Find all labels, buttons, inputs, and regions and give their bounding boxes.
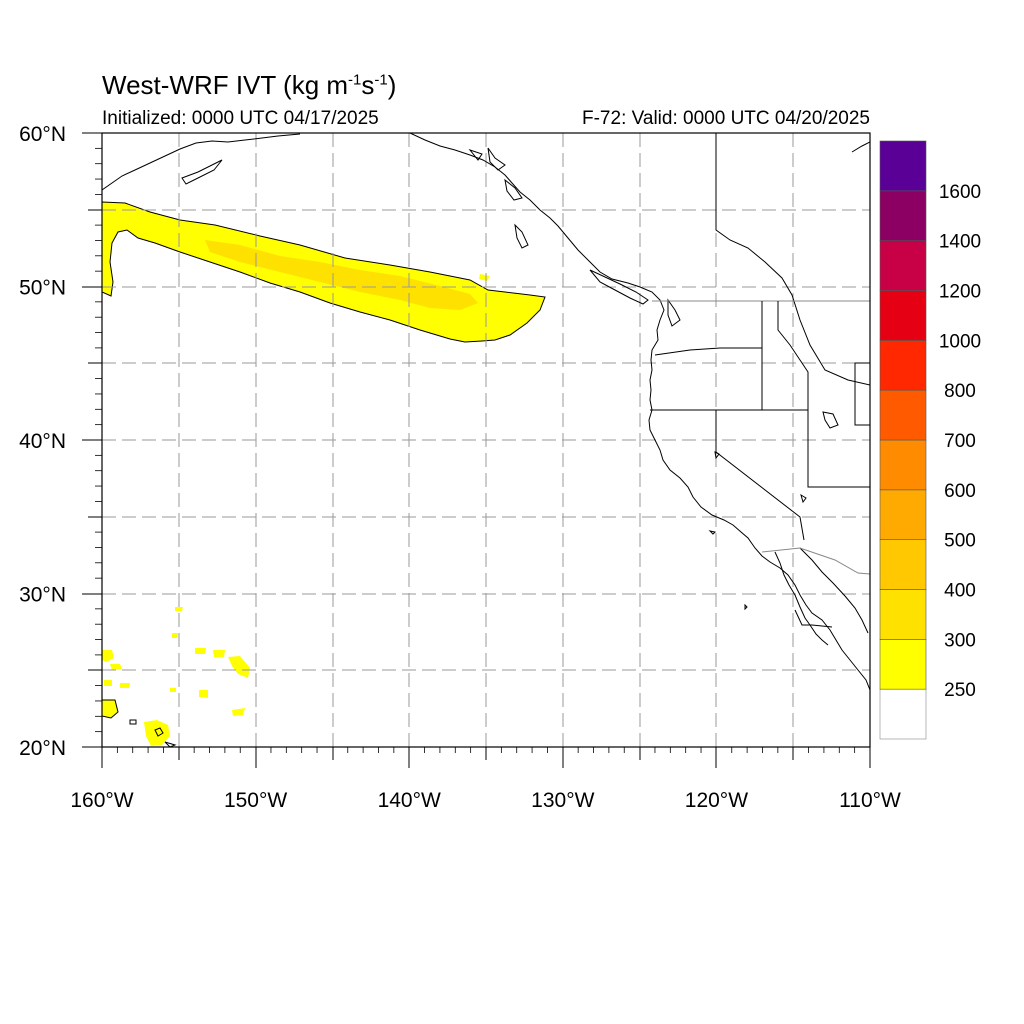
ivt-patch-hawaii-10 xyxy=(195,648,206,654)
ivt-patch-hawaii-7 xyxy=(199,690,208,698)
colorbar-swatch xyxy=(879,589,927,640)
colorbar-label: 1200 xyxy=(939,282,981,303)
longitude-labels: 160°W 150°W 140°W 130°W 120°W 110°W xyxy=(70,789,901,812)
channel-islands xyxy=(708,530,717,535)
southeast-alaska-islands xyxy=(487,147,506,171)
gulf-of-alaska-coast xyxy=(409,133,870,691)
alaska-coast xyxy=(102,133,301,191)
ivt-patch-hawaii-4 xyxy=(110,664,122,670)
baja-peninsula xyxy=(774,551,829,646)
colorbar-swatch xyxy=(879,140,927,192)
ivt-patch-hawaii-12 xyxy=(104,680,112,686)
hawaii-island xyxy=(129,719,137,725)
salton xyxy=(800,493,807,504)
colorbar-swatch xyxy=(879,240,927,291)
colorbar-label: 700 xyxy=(944,431,976,452)
great-salt-lake xyxy=(822,411,839,429)
ivt-patch-hawaii-1 xyxy=(102,699,119,719)
longitude-label: 130°W xyxy=(531,789,594,812)
colorbar-label: 250 xyxy=(944,680,976,701)
colorbar-swatch xyxy=(879,340,927,391)
hawaii-island xyxy=(164,741,177,747)
longitude-label: 150°W xyxy=(224,789,287,812)
ivt-patch-hawaii-13 xyxy=(120,683,130,688)
longitude-label: 120°W xyxy=(685,789,748,812)
major-ticks xyxy=(82,132,871,768)
latitude-label: 20°N xyxy=(19,737,66,760)
nv-ca-border xyxy=(715,410,805,541)
mexico-mainland-coast xyxy=(799,547,869,634)
longitude-label: 140°W xyxy=(378,789,441,812)
latitude-label: 30°N xyxy=(19,584,66,607)
ivt-shading-layer xyxy=(102,201,546,747)
ivt-patch-hawaii-6 xyxy=(232,708,245,716)
wy-box xyxy=(854,410,870,426)
colorbar-swatch xyxy=(879,489,927,540)
hawaii-island xyxy=(154,727,164,737)
latitude-label: 60°N xyxy=(19,123,66,146)
alaska-east-coast xyxy=(715,133,870,386)
ivt-plume-300 xyxy=(205,240,478,310)
ivt-patch-hawaii-11 xyxy=(213,650,225,657)
valid-time-label: F-72: Valid: 0000 UTC 04/20/2025 xyxy=(582,108,870,129)
colorbar-swatch xyxy=(879,290,927,341)
ivt-patch-hawaii-3 xyxy=(102,650,114,662)
puget-sound xyxy=(667,298,681,327)
colorbar-swatch xyxy=(879,389,927,441)
colorbar-swatch xyxy=(879,439,927,491)
colorbar-swatch xyxy=(879,639,927,690)
southeast-alaska-islands xyxy=(504,178,523,201)
initialized-label: Initialized: 0000 UTC 04/17/2025 xyxy=(102,108,379,129)
longitude-label: 160°W xyxy=(70,789,133,812)
ivt-patch-hawaii-9 xyxy=(175,607,183,611)
political-borders xyxy=(650,300,870,628)
gulf-island xyxy=(744,603,748,611)
wa-or-border xyxy=(654,347,762,356)
colorbar-label: 300 xyxy=(944,630,976,651)
haida-gwaii xyxy=(514,223,529,249)
colorbar-label: 1600 xyxy=(939,182,981,203)
ivt-patch-hawaii-14 xyxy=(170,688,176,692)
colorbar-swatch xyxy=(879,539,927,590)
coastlines xyxy=(102,133,870,691)
mx-state-line xyxy=(794,609,833,628)
canada-top-right xyxy=(851,141,870,153)
minor-ticks xyxy=(95,147,856,753)
map-title: West-WRF IVT (kg m-1s-1) xyxy=(102,70,397,100)
colorbar-swatch xyxy=(879,190,927,241)
colorbar-label: 1400 xyxy=(939,232,981,253)
id-border xyxy=(762,409,870,488)
colorbar-label: 500 xyxy=(944,531,976,552)
colorbar-label: 1000 xyxy=(939,331,981,352)
us-mexico-border xyxy=(761,547,870,575)
latitude-label: 40°N xyxy=(19,430,66,453)
graticule xyxy=(102,133,870,747)
vancouver-island xyxy=(589,269,649,305)
ivt-patch-hawaii-5 xyxy=(228,656,250,678)
southeast-alaska-islands xyxy=(468,148,483,161)
ivt-patch-hawaii-8 xyxy=(172,633,178,638)
or-ca-border xyxy=(650,301,763,411)
kodiak xyxy=(181,159,223,185)
colorbar-swatch xyxy=(879,688,927,740)
ut-border xyxy=(854,362,870,410)
latitude-label: 50°N xyxy=(19,277,66,300)
idaho-panhandle xyxy=(777,301,809,410)
colorbar-label: 600 xyxy=(944,481,976,502)
colorbar-label: 400 xyxy=(944,581,976,602)
colorbar-label: 800 xyxy=(944,381,976,402)
ivt-island-1 xyxy=(479,274,490,281)
longitude-label: 110°W xyxy=(839,789,901,812)
ivt-colorbar: 250 300 400 500 600 700 800 1000 1200 1400 1600 xyxy=(879,140,981,740)
latitude-labels: 60°N 50°N 40°N 30°N 20°N xyxy=(19,123,66,760)
